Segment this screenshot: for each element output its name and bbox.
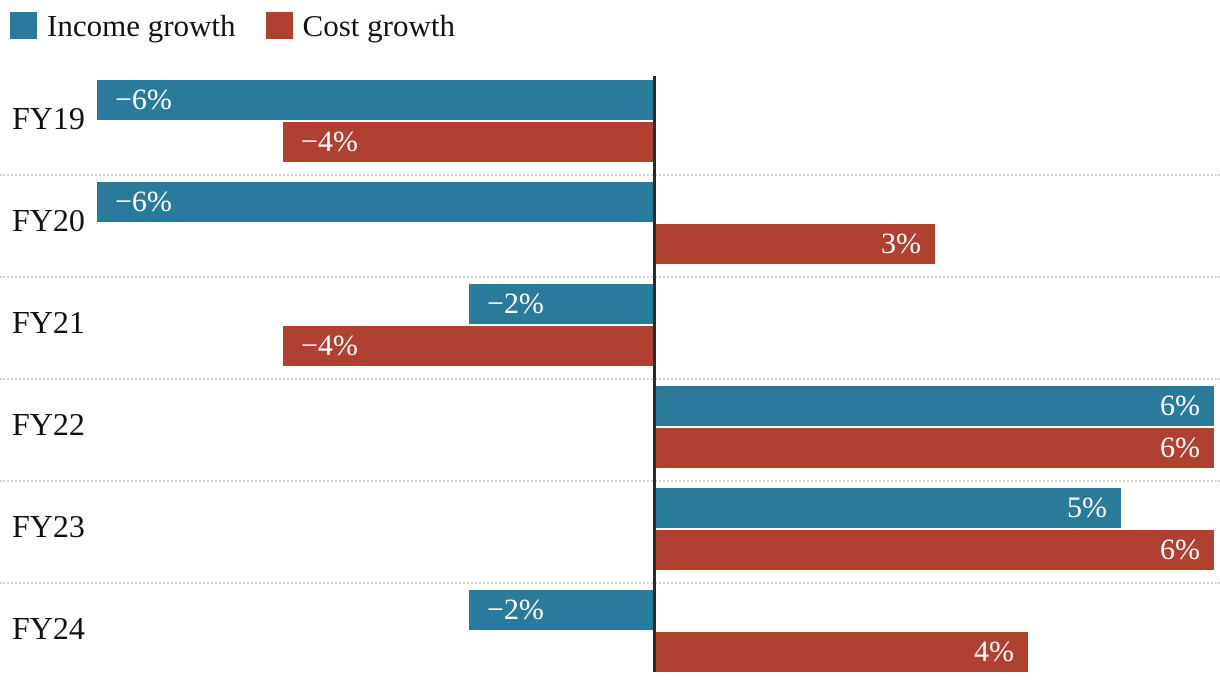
income-bar-fy23: 5% bbox=[656, 488, 1121, 528]
cost-bar-fy24: 4% bbox=[656, 632, 1028, 672]
cost-bar-fy19: −4% bbox=[283, 122, 655, 162]
legend-label-income: Income growth bbox=[47, 8, 236, 43]
income-bar-fy22: 6% bbox=[656, 386, 1214, 426]
income-bar-fy21: −2% bbox=[469, 284, 655, 324]
legend: Income growth Cost growth bbox=[10, 10, 455, 41]
chart-row-fy24: FY24 −2% 4% bbox=[0, 584, 1220, 684]
bar-value-label: 5% bbox=[1067, 491, 1107, 524]
chart-row-fy20: FY20 −6% 3% bbox=[0, 176, 1220, 278]
income-bar-fy24: −2% bbox=[469, 590, 655, 630]
bar-value-label: −2% bbox=[487, 287, 544, 320]
legend-label-cost: Cost growth bbox=[302, 8, 455, 43]
income-legend-swatch-icon bbox=[10, 12, 37, 39]
zero-axis-line bbox=[653, 76, 656, 672]
bar-value-label: −4% bbox=[301, 125, 358, 158]
category-label-fy21: FY21 bbox=[12, 304, 85, 340]
cost-bar-fy21: −4% bbox=[283, 326, 655, 366]
bar-value-label: −6% bbox=[115, 83, 172, 116]
bar-value-label: −6% bbox=[115, 185, 172, 218]
category-label-fy23: FY23 bbox=[12, 508, 85, 544]
bar-value-label: 6% bbox=[1160, 431, 1200, 464]
bar-value-label: 4% bbox=[974, 635, 1014, 668]
cost-bar-fy22: 6% bbox=[656, 428, 1214, 468]
bar-value-label: −2% bbox=[487, 593, 544, 626]
plot-area: FY19 −6% −4% FY20 −6% 3% FY21 −2% −4% FY22 6% 6% FY2… bbox=[0, 74, 1220, 684]
bar-value-label: 6% bbox=[1160, 389, 1200, 422]
chart-row-fy19: FY19 −6% −4% bbox=[0, 74, 1220, 176]
income-bar-fy20: −6% bbox=[97, 182, 655, 222]
category-label-fy24: FY24 bbox=[12, 610, 85, 646]
chart-row-fy21: FY21 −2% −4% bbox=[0, 278, 1220, 380]
chart-row-fy23: FY23 5% 6% bbox=[0, 482, 1220, 584]
category-label-fy22: FY22 bbox=[12, 406, 85, 442]
cost-legend-swatch-icon bbox=[265, 12, 293, 39]
bar-value-label: −4% bbox=[301, 329, 358, 362]
category-label-fy19: FY19 bbox=[12, 100, 85, 136]
legend-item-income-growth: Income growth bbox=[10, 10, 236, 41]
chart-row-fy22: FY22 6% 6% bbox=[0, 380, 1220, 482]
cost-bar-fy20: 3% bbox=[656, 224, 935, 264]
category-label-fy20: FY20 bbox=[12, 202, 85, 238]
bar-value-label: 3% bbox=[881, 227, 921, 260]
cost-bar-fy23: 6% bbox=[656, 530, 1214, 570]
income-bar-fy19: −6% bbox=[97, 80, 655, 120]
legend-item-cost-growth: Cost growth bbox=[265, 8, 455, 43]
bar-value-label: 6% bbox=[1160, 533, 1200, 566]
